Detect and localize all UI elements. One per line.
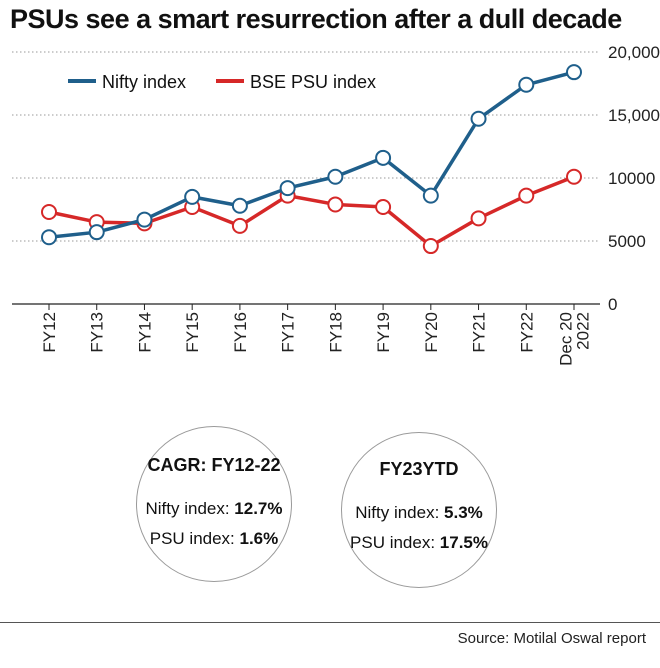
ytd-psu-label: PSU index:	[350, 533, 440, 552]
cagr-stat-circle: CAGR: FY12-22 Nifty index: 12.7% PSU ind…	[136, 426, 292, 582]
y-tick-label: 10000	[608, 169, 655, 188]
y-tick-label: 5000	[608, 232, 646, 251]
x-tick-label: FY22	[517, 312, 536, 353]
bse-psu-index-point	[470, 210, 487, 227]
x-tick-label: 2022	[574, 312, 593, 350]
ytd-stat-circle: FY23YTD Nifty index: 5.3% PSU index: 17.…	[341, 432, 497, 588]
bse-psu-index-point	[327, 196, 344, 213]
ytd-psu-value: 17.5%	[439, 533, 488, 552]
nifty-index-point	[470, 110, 487, 127]
nifty-index-point	[41, 229, 57, 246]
cagr-heading: CAGR: FY12-22	[147, 455, 281, 475]
nifty-index-point	[279, 180, 296, 197]
ytd-psu-line: PSU index: 17.5%	[342, 533, 496, 553]
bse-psu-index-point	[566, 168, 582, 185]
cagr-nifty-label: Nifty index:	[145, 499, 235, 518]
nifty-index-point	[566, 64, 582, 81]
nifty-index-point	[327, 168, 344, 185]
bse-psu-index-point	[518, 187, 535, 204]
bse-psu-index-point	[41, 204, 57, 221]
x-tick-label: FY16	[231, 312, 250, 353]
ytd-nifty-label: Nifty index:	[355, 503, 445, 522]
x-tick-label: FY19	[374, 312, 393, 353]
nifty-index-point	[231, 197, 248, 214]
bse-psu-index-point	[375, 198, 392, 215]
bse-psu-index-line	[48, 175, 575, 248]
y-tick-label: 20,000	[608, 43, 660, 62]
source-note: Source: Motilal Oswal report	[457, 630, 646, 647]
chart-title: PSUs see a smart resurrection after a du…	[10, 4, 622, 34]
x-tick-label: FY20	[422, 312, 441, 353]
x-tick-label: FY13	[88, 312, 107, 353]
ytd-nifty-line: Nifty index: 5.3%	[342, 503, 496, 523]
cagr-nifty-value: 12.7%	[234, 499, 283, 518]
bse-psu-index-point	[422, 238, 439, 255]
footer-rule	[0, 622, 660, 623]
cagr-nifty-line: Nifty index: 12.7%	[137, 499, 291, 519]
x-tick-label: Dec 20	[557, 312, 576, 366]
cagr-psu-line: PSU index: 1.6%	[137, 529, 291, 549]
x-tick-label: FY12	[40, 312, 59, 353]
y-tick-label: 15,000	[608, 106, 660, 125]
nifty-index-legend-label: Nifty index	[102, 72, 186, 92]
y-tick-label: 0	[608, 295, 617, 314]
ytd-heading: FY23YTD	[379, 459, 459, 479]
x-tick-label: FY18	[326, 312, 345, 353]
nifty-index-point	[375, 149, 392, 166]
nifty-index-point	[518, 76, 535, 93]
x-tick-label: FY17	[279, 312, 298, 353]
bse-psu-index-point	[231, 217, 248, 234]
nifty-index-point	[88, 224, 105, 241]
bse-psu-index-legend-label: BSE PSU index	[250, 72, 376, 92]
nifty-index-line	[48, 70, 575, 239]
cagr-psu-label: PSU index:	[149, 529, 240, 548]
x-tick-label: FY14	[135, 312, 154, 353]
cagr-psu-value: 1.6%	[239, 529, 279, 548]
nifty-index-point	[184, 188, 201, 205]
line-chart: 0 5000 10000 15,000 20,000 FY12 FY13 FY14 FY15 FY…	[12, 43, 660, 366]
nifty-index-point	[136, 211, 153, 228]
nifty-index-point	[422, 187, 439, 204]
x-tick-label: FY21	[470, 312, 489, 353]
x-tick-label: FY15	[183, 312, 202, 353]
ytd-nifty-value: 5.3%	[444, 503, 483, 522]
